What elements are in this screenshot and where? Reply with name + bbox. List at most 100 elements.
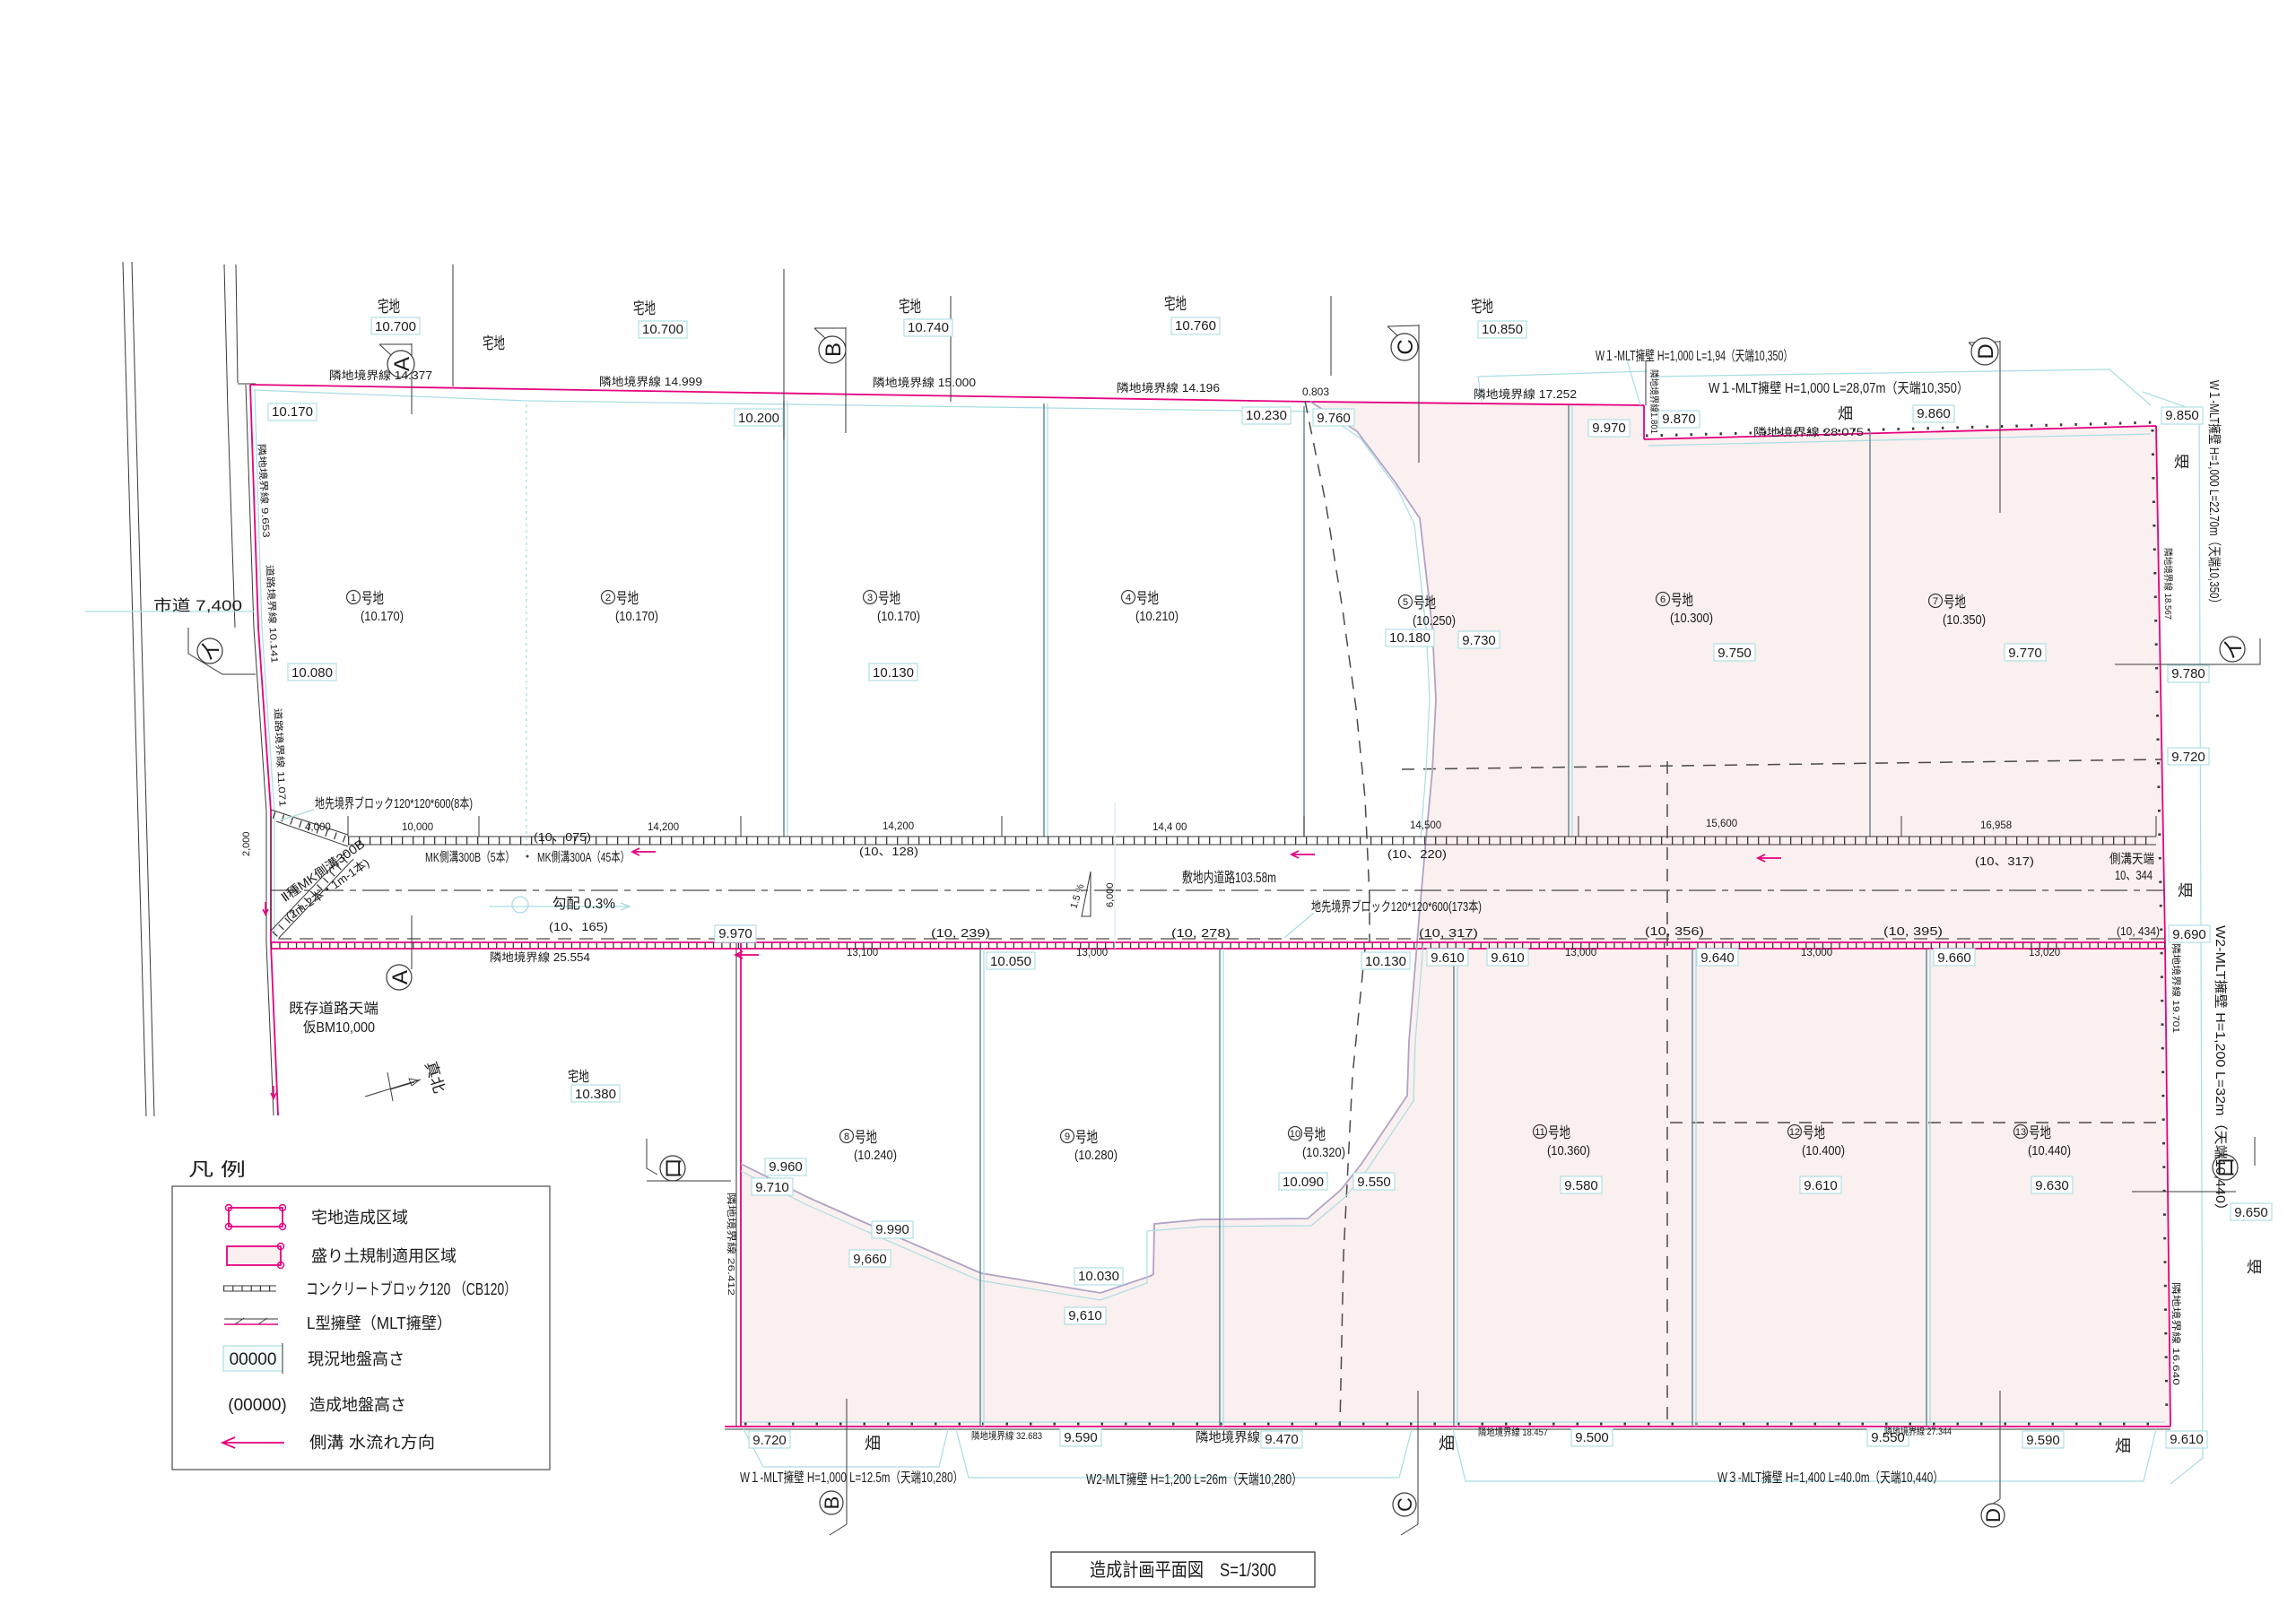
svg-text:(10, 278): (10, 278) — [1171, 926, 1231, 940]
svg-text:畑: 畑 — [1439, 1435, 1455, 1453]
svg-text:宅地: 宅地 — [378, 298, 400, 316]
svg-text:9.770: 9.770 — [2008, 646, 2042, 661]
svg-text:MK側溝300B（5本）: MK側溝300B（5本） — [425, 850, 515, 865]
svg-text:(10.300): (10.300) — [1670, 611, 1713, 626]
svg-text:9: 9 — [1065, 1132, 1070, 1142]
svg-text:隣地境界線 27.344: 隣地境界線 27.344 — [1884, 1425, 1952, 1437]
svg-text:14,200: 14,200 — [648, 822, 679, 833]
svg-text:13,000: 13,000 — [1565, 948, 1596, 958]
svg-text:13: 13 — [2015, 1127, 2026, 1138]
svg-text:造成計画平面図: 造成計画平面図 — [1090, 1560, 1204, 1581]
svg-text:宅地造成区域: 宅地造成区域 — [311, 1209, 408, 1227]
svg-text:4: 4 — [1126, 593, 1131, 603]
svg-text:1: 1 — [351, 593, 356, 603]
svg-text:(10.170): (10.170) — [361, 609, 404, 624]
svg-text:10.090: 10.090 — [1283, 1175, 1324, 1190]
svg-text:隣地境界線 19.701: 隣地境界線 19.701 — [2170, 943, 2182, 1033]
svg-text:9.660: 9.660 — [1937, 950, 1971, 966]
svg-text:11: 11 — [1535, 1127, 1544, 1138]
svg-text:宅地: 宅地 — [899, 298, 921, 316]
svg-text:(10.320): (10.320) — [1302, 1145, 1345, 1160]
svg-text:道路境界線 11.071: 道路境界線 11.071 — [272, 707, 289, 807]
svg-text:W2-MLT擁壁 H=1,200 L=26m（天端10,: W2-MLT擁壁 H=1,200 L=26m（天端10,280） — [1086, 1471, 1302, 1488]
svg-text:(10.250): (10.250) — [1413, 613, 1456, 629]
svg-text:号地: 号地 — [1075, 1129, 1098, 1146]
svg-text:6: 6 — [1660, 594, 1665, 605]
svg-text:号地: 号地 — [855, 1129, 877, 1146]
svg-text:(10, 434): (10, 434) — [2117, 924, 2160, 938]
svg-text:隣地境界線 25.554: 隣地境界線 25.554 — [490, 950, 590, 964]
svg-text:既存道路天端: 既存道路天端 — [289, 1001, 378, 1017]
svg-text:16,958: 16,958 — [1980, 820, 2012, 831]
svg-text:隣地境界線 14.999: 隣地境界線 14.999 — [599, 375, 702, 388]
svg-text:9.590: 9.590 — [2026, 1433, 2060, 1448]
svg-text:10.700: 10.700 — [375, 319, 416, 334]
svg-text:隣地境界線 18.567: 隣地境界線 18.567 — [2162, 548, 2174, 620]
svg-text:10.180: 10.180 — [1389, 630, 1431, 646]
svg-text:9.650: 9.650 — [2234, 1205, 2268, 1220]
svg-text:(10, 317): (10, 317) — [1419, 926, 1478, 940]
svg-text:号地: 号地 — [878, 590, 900, 607]
svg-text:コンクリートブロック120 （CB120）: コンクリートブロック120 （CB120） — [306, 1279, 517, 1298]
svg-text:隣地境界線1.801: 隣地境界線1.801 — [1648, 369, 1660, 434]
svg-text:W2-MLT擁壁 H=1,200 L=32m（天端10,: W2-MLT擁壁 H=1,200 L=32m（天端10,440） — [2213, 925, 2228, 1218]
svg-text:(10.440): (10.440) — [2028, 1143, 2071, 1158]
svg-text:号地: 号地 — [1136, 590, 1159, 607]
svg-text:隣地境界線 9.653: 隣地境界線 9.653 — [256, 443, 272, 538]
svg-text:9.710: 9.710 — [755, 1180, 789, 1195]
svg-text:号地: 号地 — [361, 590, 384, 607]
svg-text:B: B — [821, 1496, 843, 1510]
svg-text:9.960: 9.960 — [769, 1159, 803, 1175]
svg-text:勾配 0.3%: 勾配 0.3% — [552, 896, 615, 912]
svg-text:6,000: 6,000 — [1105, 882, 1116, 907]
svg-text:隣地境界線 14.196: 隣地境界線 14.196 — [1117, 381, 1220, 395]
svg-text:号地: 号地 — [1303, 1126, 1326, 1143]
svg-text:10.700: 10.700 — [642, 322, 683, 337]
svg-text:市道 7,400: 市道 7,400 — [153, 597, 242, 614]
svg-text:10.030: 10.030 — [1078, 1269, 1119, 1284]
svg-text:(10.170): (10.170) — [615, 609, 658, 624]
svg-text:W１-MLT擁壁 H=1,000 L=28,07m（天端: W１-MLT擁壁 H=1,000 L=28,07m（天端10,350） — [1709, 380, 1969, 396]
svg-text:9.720: 9.720 — [752, 1433, 787, 1448]
svg-text:9.750: 9.750 — [1718, 646, 1752, 661]
svg-text:9.610: 9.610 — [1491, 950, 1525, 966]
svg-text:9.610: 9.610 — [1431, 950, 1465, 966]
svg-text:隣地境界線: 隣地境界線 — [1196, 1429, 1260, 1445]
svg-text:道路境界線 10.141: 道路境界線 10.141 — [264, 564, 281, 664]
svg-text:(10, 356): (10, 356) — [1645, 924, 1704, 938]
svg-text:(10, 239): (10, 239) — [931, 926, 990, 940]
svg-text:14,500: 14,500 — [1410, 820, 1441, 831]
svg-text:側溝 水流れ方向: 側溝 水流れ方向 — [309, 1434, 435, 1452]
svg-text:号地: 号地 — [1413, 594, 1436, 612]
svg-text:C: C — [1394, 339, 1418, 354]
svg-text:凡 例: 凡 例 — [188, 1159, 246, 1180]
svg-text:10.050: 10.050 — [990, 954, 1031, 969]
svg-text:隣地境界線 14.377: 隣地境界線 14.377 — [329, 369, 432, 382]
svg-text:号地: 号地 — [1548, 1124, 1570, 1141]
svg-text:10.130: 10.130 — [873, 665, 914, 681]
svg-text:隣地境界線 32.683: 隣地境界線 32.683 — [971, 1429, 1042, 1442]
svg-text:(10.350): (10.350) — [1943, 612, 1986, 628]
svg-text:号地: 号地 — [1671, 592, 1693, 609]
svg-text:宅地: 宅地 — [633, 299, 656, 317]
svg-text:畑: 畑 — [1838, 405, 1853, 422]
svg-text:(10、165): (10、165) — [549, 920, 608, 933]
svg-text:9.690: 9.690 — [2172, 927, 2206, 942]
svg-text:側溝天端: 側溝天端 — [2109, 852, 2154, 867]
svg-text:号地: 号地 — [2029, 1124, 2051, 1141]
svg-text:W１-MLT擁壁 H=1,000 L=12.5m（天端1: W１-MLT擁壁 H=1,000 L=12.5m（天端10,280） — [740, 1470, 963, 1486]
svg-text:9.470: 9.470 — [1265, 1432, 1299, 1447]
svg-text:10.170: 10.170 — [272, 404, 313, 420]
svg-text:隣地境界線 28.075: 隣地境界線 28.075 — [1753, 425, 1864, 438]
svg-text:L型擁壁（MLT擁壁）: L型擁壁（MLT擁壁） — [307, 1314, 452, 1332]
svg-text:10、344: 10、344 — [2115, 869, 2152, 883]
svg-text:13,000: 13,000 — [1076, 948, 1108, 958]
svg-text:9.860: 9.860 — [1917, 406, 1951, 421]
svg-text:隣地境界線 15.000: 隣地境界線 15.000 — [873, 376, 976, 389]
svg-text:(10.170): (10.170) — [877, 609, 920, 624]
svg-text:9.580: 9.580 — [1564, 1178, 1598, 1193]
svg-text:A: A — [388, 970, 413, 984]
svg-text:宅地: 宅地 — [1471, 298, 1493, 316]
svg-text:(10、220): (10、220) — [1387, 847, 1447, 861]
svg-text:0.803: 0.803 — [1302, 386, 1329, 398]
